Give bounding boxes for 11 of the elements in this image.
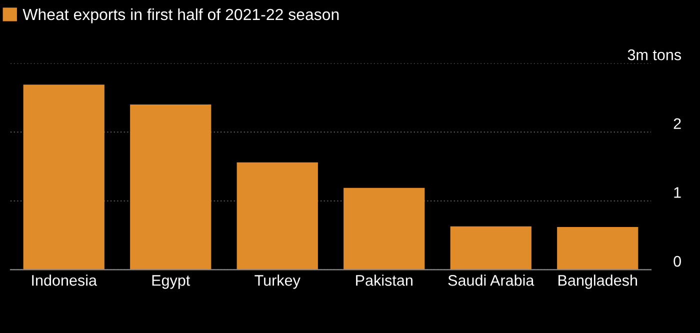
y-tick-label: 2	[674, 118, 681, 129]
x-tick-label: Pakistan	[356, 274, 412, 286]
x-tick-label: Indonesia	[32, 274, 98, 286]
x-tick-label: Egypt	[152, 275, 190, 289]
x-tick-label: Turkey	[254, 274, 300, 289]
x-tick-label: Saudi Arabia	[448, 274, 534, 286]
y-tick-label: 0	[674, 256, 681, 267]
legend-label: Wheat exports in first half of 2021-22 season	[22, 8, 339, 24]
y-tick-label: 1	[674, 187, 681, 198]
x-tick-label: Bangladesh	[558, 274, 637, 289]
y-tick-label: 3m tons	[628, 49, 682, 60]
